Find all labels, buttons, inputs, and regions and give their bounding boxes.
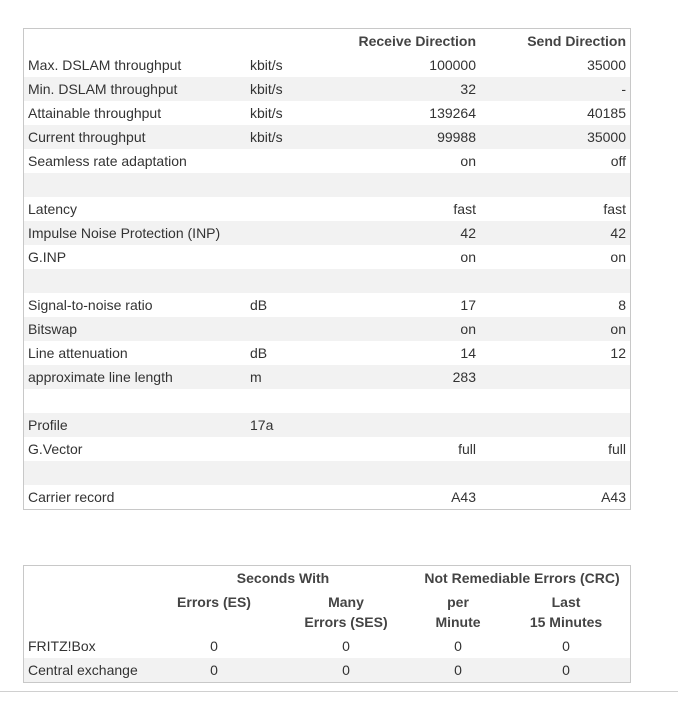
value: 12 [610,345,626,361]
group-header: Not Remediable Errors (CRC) [424,570,620,586]
table-row: FRITZ!Box 0 0 0 0 [24,634,630,658]
unit: dB [250,345,268,361]
table-row [24,269,630,293]
unit: kbit/s [250,105,283,121]
row-label: Min. DSLAM throughput [28,81,178,97]
table-row: Seamless rate adaptation on off [24,149,630,173]
row-label: Bitswap [28,321,78,337]
value: on [610,249,626,265]
table-row: Carrier record A43 A43 [24,485,630,509]
value: 0 [454,638,462,654]
row-label: Latency [28,201,78,217]
unit: dB [250,297,268,313]
table-row: Line attenuation dB 14 12 [24,341,630,365]
unit: m [250,369,262,385]
value: 0 [342,662,350,678]
value: A43 [451,489,476,505]
column-header: Errors (ES) [177,594,251,610]
value: full [608,441,626,457]
row-label: Impulse Noise Protection (INP) [28,225,221,241]
value: off [610,153,626,169]
table-row: Signal-to-noise ratio dB 17 8 [24,293,630,317]
table-row: Min. DSLAM throughput kbit/s 32 - [24,77,630,101]
row-label: Central exchange [28,662,138,678]
unit: 17a [250,417,274,433]
row-label: Attainable throughput [28,105,162,121]
row-label: FRITZ!Box [28,638,96,654]
row-label: Seamless rate adaptation [28,153,187,169]
value: on [610,321,626,337]
value: 35000 [587,129,626,145]
column-header: Minute [435,614,481,630]
divider [0,691,678,692]
value: 8 [618,297,626,313]
value: on [460,321,476,337]
table-row [24,389,630,413]
value: 0 [210,662,218,678]
row-label: Current throughput [28,129,146,145]
row-label: G.Vector [28,441,83,457]
row-label: Carrier record [28,489,115,505]
value: - [621,81,626,97]
header-row: Receive Direction Send Direction [24,29,630,53]
table-row [24,461,630,485]
value: 14 [460,345,476,361]
row-label: Profile [28,417,68,433]
row-label: G.INP [28,249,67,265]
row-label: Max. DSLAM throughput [28,57,182,73]
error-table: Seconds With Not Remediable Errors (CRC) E… [23,565,631,683]
value: 100000 [429,57,476,73]
value: 283 [452,369,476,385]
table-row: Impulse Noise Protection (INP) 42 42 [24,221,630,245]
unit: kbit/s [250,57,283,73]
table-row: Bitswap on on [24,317,630,341]
line-table: Receive Direction Send Direction Max. DSLA… [23,28,631,510]
table-row: Central exchange 0 0 0 0 [24,658,630,682]
value: 0 [210,638,218,654]
column-header: Receive Direction [358,33,477,49]
column-header: Many [328,594,364,610]
value: fast [603,201,626,217]
value: A43 [601,489,626,505]
value: fast [453,201,476,217]
value: 42 [460,225,476,241]
table-row: Latency fast fast [24,197,630,221]
value: on [460,153,476,169]
table-row: approximate line length m 283 [24,365,630,389]
column-header: Send Direction [527,33,626,49]
value: full [458,441,476,457]
table-row: G.Vector full full [24,437,630,461]
value: 0 [454,662,462,678]
unit: kbit/s [250,129,283,145]
row-label: approximate line length [28,369,173,385]
value: 40185 [587,105,626,121]
column-header: Last [551,594,581,610]
row-label: Line attenuation [28,345,128,361]
table-row: Current throughput kbit/s 99988 35000 [24,125,630,149]
value: 0 [562,662,570,678]
value: 0 [342,638,350,654]
column-header: 15 Minutes [529,614,603,630]
value: 17 [460,297,476,313]
table-row: Profile 17a [24,413,630,437]
value: 32 [460,81,476,97]
column-header: Errors (SES) [304,614,388,630]
value: 42 [610,225,626,241]
value: 35000 [587,57,626,73]
table-row: Max. DSLAM throughput kbit/s 100000 35000 [24,53,630,77]
value: 99988 [437,129,476,145]
table-row [24,173,630,197]
value: 139264 [429,105,476,121]
value: on [460,249,476,265]
unit: kbit/s [250,81,283,97]
group-header: Seconds With [236,570,330,586]
row-label: Signal-to-noise ratio [28,297,153,313]
table-row: G.INP on on [24,245,630,269]
value: 0 [562,638,570,654]
table-row: Attainable throughput kbit/s 139264 40185 [24,101,630,125]
column-header: per [447,594,469,610]
